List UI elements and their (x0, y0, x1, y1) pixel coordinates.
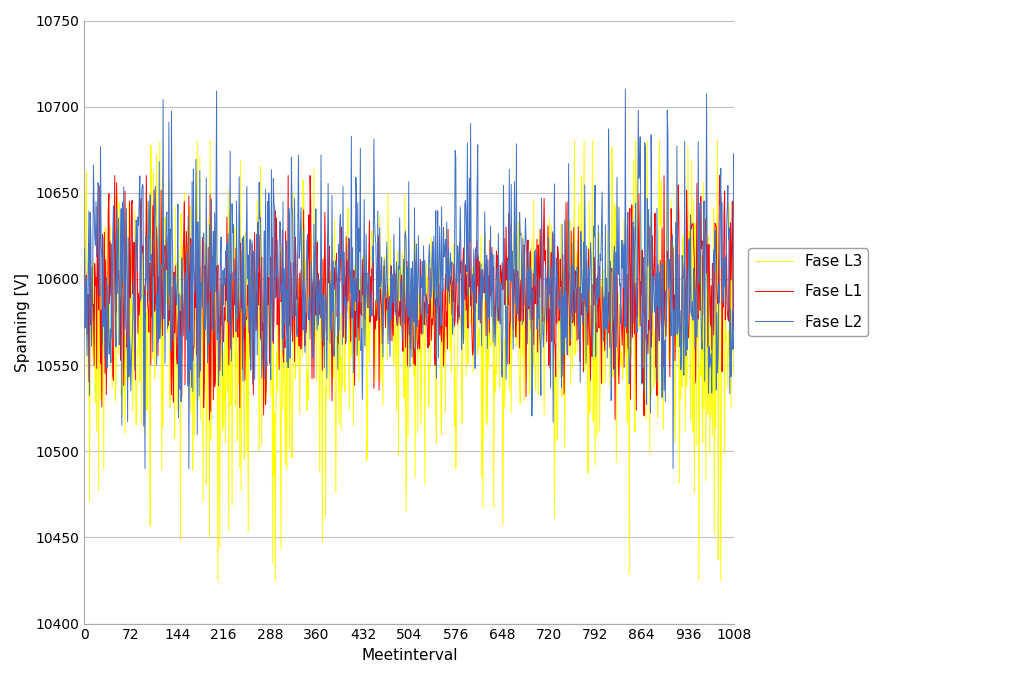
Fase L2 (567, 238, 579, 246)
Fase L2 (87, 257, 99, 265)
Fase L1 (131, 229, 143, 237)
Fase L3 (568, 319, 580, 327)
Line: Fase L1: Fase L1 (85, 176, 735, 420)
Legend: Fase L3, Fase L1, Fase L2: Fase L3, Fase L1, Fase L2 (749, 248, 869, 336)
Fase L2 (728, 168, 741, 176)
Line: Fase L3: Fase L3 (85, 141, 735, 580)
Fase L1 (426, 336, 438, 344)
Fase L1 (79, 209, 91, 217)
Fase L2 (401, 263, 413, 271)
Y-axis label: Spanning [V]: Spanning [V] (15, 273, 30, 372)
Line: Fase L2: Fase L2 (85, 89, 735, 468)
Fase L3 (79, 303, 91, 311)
Fase L2 (425, 295, 437, 303)
Fase L2 (619, 85, 631, 94)
Fase L1 (87, 302, 99, 310)
Fase L1 (204, 416, 216, 424)
Fase L3 (191, 137, 204, 145)
Fase L1 (198, 377, 211, 385)
Fase L3 (402, 433, 414, 441)
Fase L2 (198, 280, 211, 288)
Fase L3 (130, 420, 142, 428)
Fase L3 (728, 371, 741, 379)
Fase L2 (139, 464, 151, 473)
Fase L2 (130, 216, 142, 224)
Fase L1 (728, 258, 741, 266)
Fase L1 (568, 224, 580, 232)
X-axis label: Meetinterval: Meetinterval (361, 648, 457, 663)
Fase L3 (87, 354, 99, 362)
Fase L3 (426, 233, 438, 241)
Fase L3 (212, 576, 224, 584)
Fase L3 (198, 336, 211, 344)
Fase L2 (79, 245, 91, 253)
Fase L1 (402, 290, 414, 298)
Fase L1 (108, 172, 121, 180)
